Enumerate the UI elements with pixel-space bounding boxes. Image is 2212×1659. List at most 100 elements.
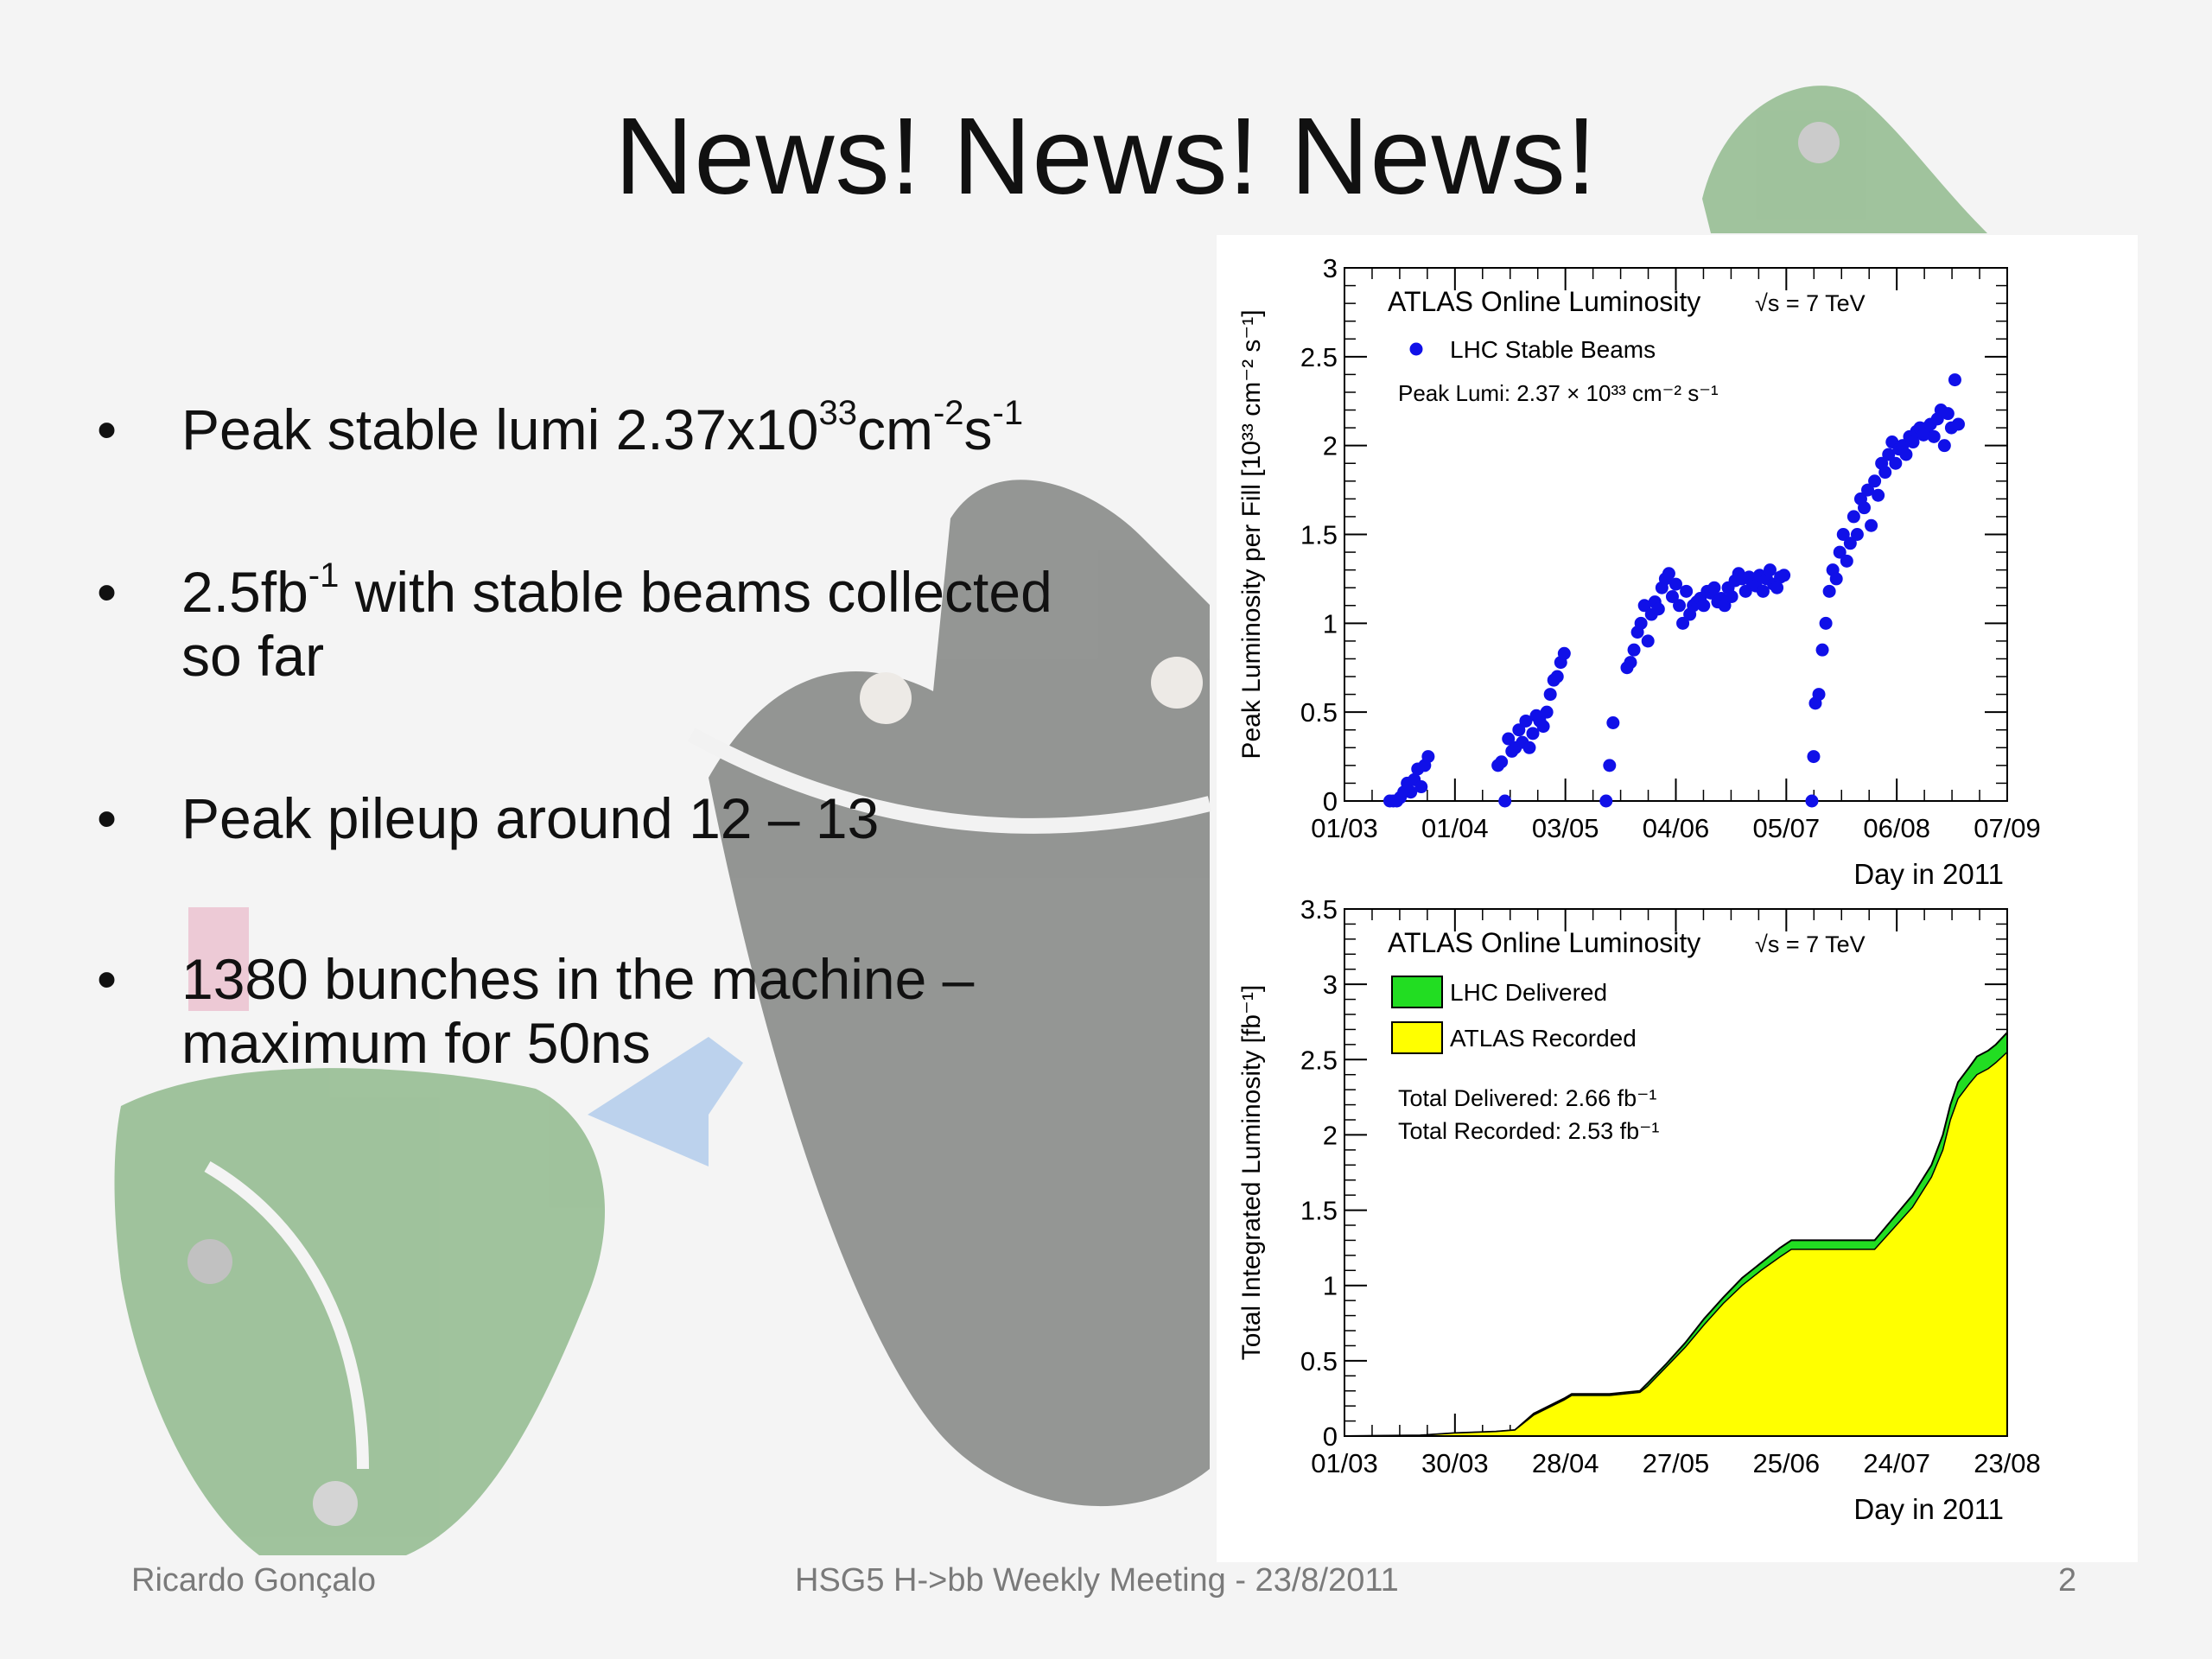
x-tick-label: 04/06 [1643,813,1710,843]
x-tick-label: 27/05 [1643,1448,1710,1478]
data-point [1836,528,1850,541]
annotation-peak-lumi: Peak Lumi: 2.37 × 10³³ cm⁻² s⁻¹ [1398,380,1719,406]
data-point [1665,589,1679,603]
data-point [1697,599,1711,613]
data-point [1937,439,1951,453]
data-point [1404,785,1418,799]
bullet-text-part: with stable beams collected [339,560,1052,624]
bullet-item-bunches: • 1380 bunches in the machine – maximum f… [93,947,1173,1075]
data-point [1502,732,1516,746]
data-point [1624,656,1637,670]
energy-label: √s = 7 TeV [1755,931,1866,957]
footer-author: Ricardo Gonçalo [131,1562,377,1599]
data-point [1606,716,1620,730]
bullet-text: 1380 bunches in the machine – maximum for… [181,947,974,1075]
y-tick-label: 2 [1323,431,1338,461]
data-point [1718,599,1732,613]
energy-label: √s = 7 TeV [1755,290,1866,316]
data-point [1599,794,1613,808]
y-tick-label: 2.5 [1300,342,1338,372]
data-point [1669,577,1682,591]
annotation-total-delivered: Total Delivered: 2.66 fb⁻¹ [1398,1085,1656,1111]
data-point [1662,567,1675,581]
y-tick-label: 3 [1323,253,1338,283]
data-point [1819,616,1833,630]
data-point [1519,714,1533,728]
data-point [1847,510,1860,524]
data-point [1882,448,1896,461]
green-plush-eye [313,1481,358,1526]
data-point [1948,373,1961,387]
bullet-text-sup: 33 [818,394,857,432]
recorded-area [1344,1050,2008,1437]
data-point [1676,616,1690,630]
data-point [1673,599,1687,613]
x-tick-label: 30/03 [1421,1448,1489,1478]
bullet-dot: • [97,947,118,1011]
y-tick-label: 3 [1323,969,1338,1000]
y-tick-label: 0.5 [1300,1346,1338,1376]
data-point [1498,794,1512,808]
data-point [1872,488,1885,502]
data-point [1603,759,1617,772]
legend-label: LHC Stable Beams [1450,336,1656,363]
bullet-dot: • [97,786,118,850]
plot-frame [1344,267,2008,802]
bullet-text-line2: maximum for 50ns [181,1011,651,1075]
data-point [1522,741,1536,754]
bullet-item-peak-lumi: • Peak stable lumi 2.37x1033cm-2s-1 [93,394,1173,461]
data-point [1421,750,1435,764]
green-plush-toy [114,1068,605,1555]
green-plush-eye [188,1239,232,1284]
y-tick-label: 2 [1323,1120,1338,1150]
data-point [1857,501,1871,515]
bullet-text-part: Peak stable lumi 2.37x10 [181,397,819,461]
data-point [1536,720,1550,734]
data-point [1906,435,1920,449]
bullet-text-part: cm [856,397,933,461]
y-tick-label: 0.5 [1300,697,1338,728]
x-tick-label: 01/04 [1421,813,1489,843]
y-tick-label: 1 [1323,1271,1338,1301]
x-tick-label: 25/06 [1753,1448,1821,1478]
data-point [1805,794,1819,808]
data-point [1651,602,1665,616]
data-point [1829,572,1843,586]
legend-swatch-delivered [1391,976,1443,1008]
data-point [1868,474,1882,488]
data-point [1927,429,1941,443]
data-point [1543,688,1557,702]
data-point [1540,705,1554,719]
data-point [1865,518,1878,532]
data-point [1840,554,1853,568]
slide-title: News! News! News! [614,95,1598,217]
y-tick-label: 1 [1323,608,1338,639]
data-point [1833,545,1847,559]
data-point [1637,599,1651,613]
y-axis-label: Peak Luminosity per Fill [10³³ cm⁻² s⁻¹] [1237,309,1266,759]
data-point [1861,483,1875,497]
data-point [1899,448,1913,461]
legend-label: ATLAS Recorded [1450,1025,1637,1052]
x-tick-label: 01/03 [1311,813,1378,843]
y-tick-label: 1.5 [1300,1196,1338,1226]
data-point [1850,528,1864,541]
data-point [1680,584,1694,598]
bullet-text-part: s [963,397,993,461]
data-point [1770,581,1784,594]
bullet-text-line2: so far [181,624,325,688]
chart-panel: 0 0.5 1 1.5 2 2.5 3 01/03 01/04 03/05 04/06 05/07 06… [1217,235,2138,1562]
data-point [1951,417,1965,431]
x-tick-label: 03/05 [1532,813,1599,843]
y-axis-label: Total Integrated Luminosity [fb⁻¹] [1237,985,1266,1360]
integrated-luminosity-chart: 0 0.5 1 1.5 2 2.5 3 3.5 01/03 30/03 28/04 27/05 25/0… [1237,894,2041,1525]
peak-luminosity-chart: 0 0.5 1 1.5 2 2.5 3 01/03 01/04 03/05 04/06 05/07 06… [1237,253,2041,890]
data-point [1526,727,1540,741]
chart-title: ATLAS Online Luminosity [1388,286,1700,317]
legend-swatch-recorded [1391,1021,1443,1054]
data-point [1777,569,1791,582]
y-tick-label: 0 [1323,786,1338,817]
bullet-text-part: 2.5fb [181,560,308,624]
bullet-item-integrated-lumi: • 2.5fb-1 with stable beams collected so … [93,558,1173,688]
data-point [1627,643,1641,657]
